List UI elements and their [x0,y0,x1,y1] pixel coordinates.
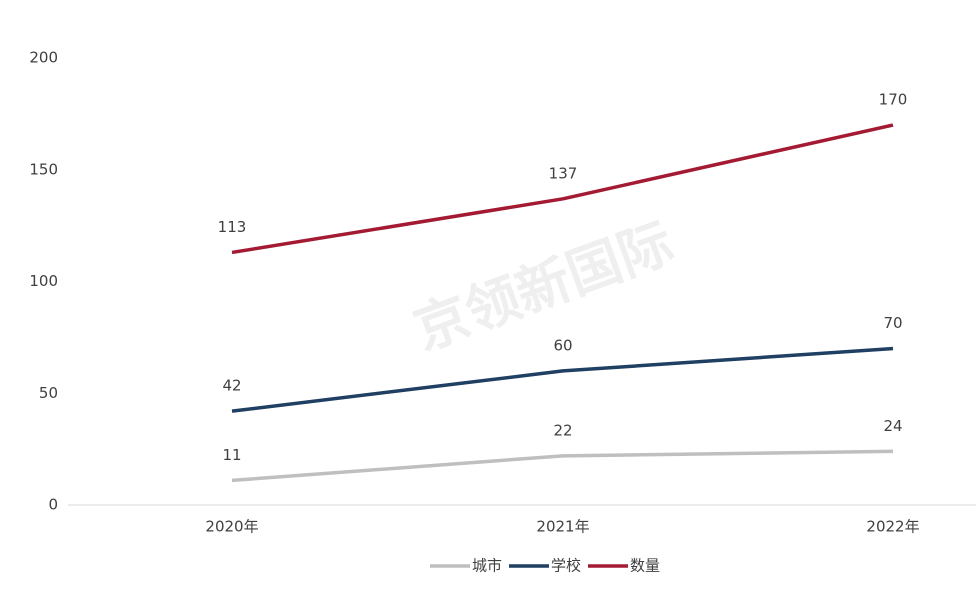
data-label: 137 [549,164,578,182]
watermark: 京领新国际 [406,211,681,363]
legend-label: 数量 [630,557,660,575]
legend-label: 学校 [551,557,581,575]
series-line [231,449,894,483]
data-label: 11 [222,446,241,464]
data-label: 170 [879,91,908,109]
x-tick-label: 2020年 [205,518,258,536]
y-tick-label: 200 [29,49,58,67]
series-line [231,123,894,255]
x-tick-label: 2022年 [866,518,919,536]
x-tick-label: 2021年 [536,518,589,536]
y-tick-label: 100 [29,272,58,290]
data-label: 60 [553,336,572,354]
y-tick-label: 50 [39,384,58,402]
data-label: 70 [883,314,902,332]
y-tick-label: 150 [29,160,58,178]
y-tick-label: 0 [48,496,58,514]
legend-label: 城市 [472,557,502,575]
data-label: 42 [222,377,241,395]
data-label: 22 [553,421,572,439]
data-label: 24 [883,417,902,435]
series-line [231,346,894,413]
data-label: 113 [218,218,247,236]
